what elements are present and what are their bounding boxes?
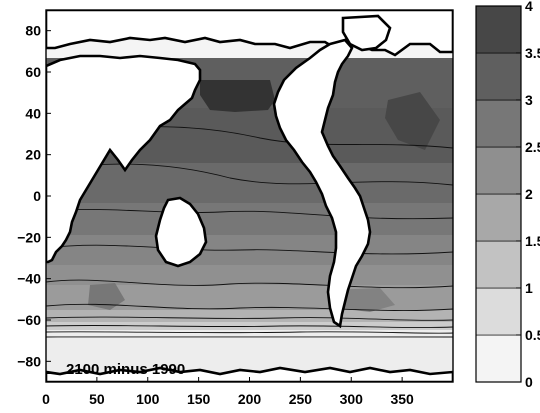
y-tick-label: −20 [17,229,41,245]
contour-line [46,316,453,321]
contour-line [46,244,453,255]
band-55s [46,310,453,322]
colorbar-cell [475,287,522,336]
map-plot: 0 50 100 150 200 250 300 350 806040200−20−40−60… [17,9,454,407]
colorbar-tick-label: 2 [525,186,533,202]
colorbar-cell [475,52,522,101]
north-pacific-patch [200,80,275,112]
contour-line [46,336,453,338]
colorbar-tick-label: 4 [525,0,533,14]
y-tick-label: 20 [25,147,41,163]
colorbar-cell [475,193,522,242]
southern-dark-patch [88,283,125,310]
x-tick-label: 350 [390,391,414,407]
colorbar-tick-label: 2.5 [525,139,540,155]
contour-line [46,331,453,334]
colorbar-cell [475,146,522,195]
colorbar-cells [475,5,522,383]
x-tick-label: 0 [42,391,50,407]
colorbar-tick-label: 0 [525,374,533,390]
y-tick-label: 0 [33,188,41,204]
colorbar-tick-label: 3.5 [525,45,540,61]
colorbar-tick-label: 1 [525,280,533,296]
y-tick-label: −40 [17,271,41,287]
australia [154,196,208,268]
north-atlantic-patch [385,92,440,150]
x-tick-label: 150 [187,391,211,407]
colorbar-cell [475,240,522,289]
x-tick-label: 50 [89,391,105,407]
colorbar: 4 3.5 3 2.5 2 1.5 1 0.5 0 [475,0,540,390]
x-tick-label: 100 [136,391,160,407]
y-tick-label: 80 [25,23,41,39]
contour-field [46,10,453,382]
contour-line [46,279,453,289]
colorbar-labels: 4 3.5 3 2.5 2 1.5 1 0.5 0 [516,0,540,390]
map-annotation: 2100 minus 1990 [66,361,185,378]
colorbar-tick-label: 1.5 [525,233,540,249]
band-20n [46,163,453,203]
contour-line [46,324,453,329]
band-35s [46,265,453,285]
colorbar-tick-label: 3 [525,92,533,108]
y-axis: 80 60 40 20 0 −20 −40 −60 −80 [17,23,51,369]
colorbar-tick-label: 0.5 [525,327,540,343]
x-tick-label: 300 [340,391,364,407]
colorbar-cell [475,334,522,383]
x-tick-label: 200 [238,391,262,407]
colorbar-cell [475,99,522,148]
x-tick-label: 250 [289,391,313,407]
band-eq [46,203,453,235]
eurasia-africa [46,54,202,264]
y-tick-label: −60 [17,312,41,328]
contour-line [46,163,453,186]
contour-line [46,303,453,311]
americas [272,38,372,329]
x-axis: 0 50 100 150 200 250 300 350 [42,377,414,407]
colorbar-cell [475,5,522,54]
y-tick-label: −80 [17,353,41,369]
y-tick-label: 60 [25,64,41,80]
greenland [341,14,392,52]
y-tick-label: 40 [25,105,41,121]
